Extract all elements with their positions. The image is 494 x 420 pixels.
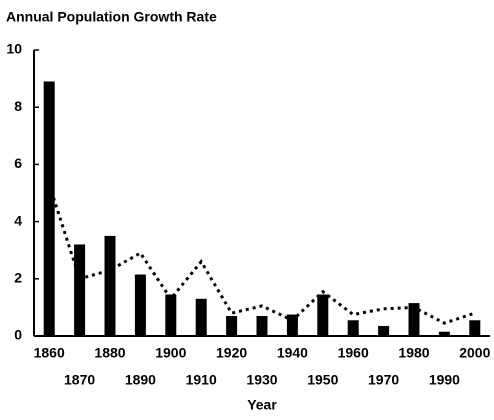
x-tick-label: 1970 [368,372,399,388]
bar [286,314,298,336]
x-tick-label: 2000 [459,345,490,361]
x-tick-label: 1980 [398,345,429,361]
y-tick-label: 4 [14,212,22,228]
bar [256,315,268,336]
bar [438,331,450,336]
bar [165,294,177,336]
x-axis-label: Year [247,397,277,413]
bar [347,320,359,336]
x-tick-label: 1910 [186,372,217,388]
x-tick-label: 1990 [429,372,460,388]
bar [104,235,116,336]
bar [226,315,238,336]
x-tick-label: 1930 [246,372,277,388]
bar [74,244,86,336]
x-tick-label: 1870 [64,372,95,388]
bar [317,294,329,336]
y-tick-label: 0 [14,327,22,343]
x-tick-label: 1890 [125,372,156,388]
x-tick-label: 1940 [277,345,308,361]
bar [408,303,420,336]
x-tick-label: 1920 [216,345,247,361]
bar [195,298,207,336]
x-tick-label: 1960 [338,345,369,361]
y-tick-label: 10 [6,41,22,57]
y-tick-label: 6 [14,155,22,171]
x-tick-label: 1950 [307,372,338,388]
line [47,183,476,325]
x-tick-label: 1860 [34,345,65,361]
bar [469,320,481,336]
bar [43,81,55,337]
y-tick-label: 8 [14,98,22,114]
y-tick-label: 2 [14,270,22,286]
bar [134,274,146,336]
x-tick-label: 1880 [94,345,125,361]
chart-title: Annual Population Growth Rate [6,9,217,25]
bar [378,325,390,336]
x-tick-label: 1900 [155,345,186,361]
